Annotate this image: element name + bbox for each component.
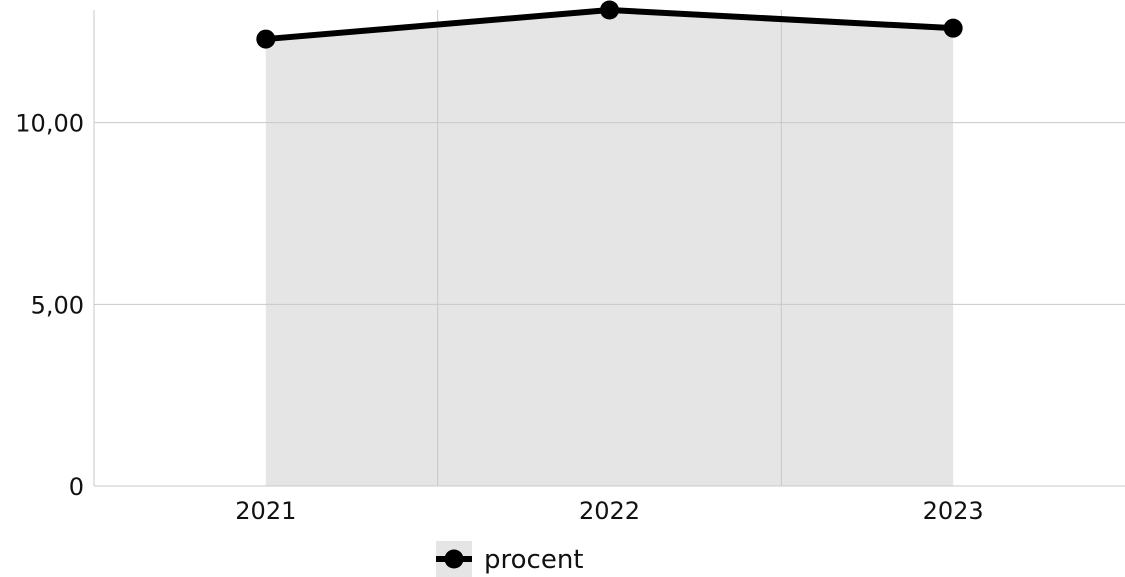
series-layer [256, 0, 963, 49]
series-area-fill [265, 10, 954, 486]
legend-swatch-marker [444, 549, 464, 569]
legend-label-procent[interactable]: procent [484, 545, 584, 575]
y-tick-label-2: 10,00 [15, 110, 84, 138]
grid-layer [94, 10, 1125, 486]
data-point-2021[interactable] [256, 29, 276, 49]
y-tick-label-0: 0 [69, 473, 84, 501]
tick-labels: 0 5,00 10,00 2021 2022 2023 [15, 110, 983, 525]
x-tick-label-2022: 2022 [579, 497, 640, 525]
legend[interactable]: procent [436, 541, 584, 577]
data-point-2022[interactable] [600, 0, 619, 20]
x-tick-label-2023: 2023 [923, 497, 984, 525]
data-point-2023[interactable] [943, 18, 963, 38]
area-layer [265, 10, 954, 486]
axis-layer [93, 10, 1125, 487]
x-tick-label-2021: 2021 [235, 497, 296, 525]
y-tick-label-1: 5,00 [31, 291, 84, 319]
